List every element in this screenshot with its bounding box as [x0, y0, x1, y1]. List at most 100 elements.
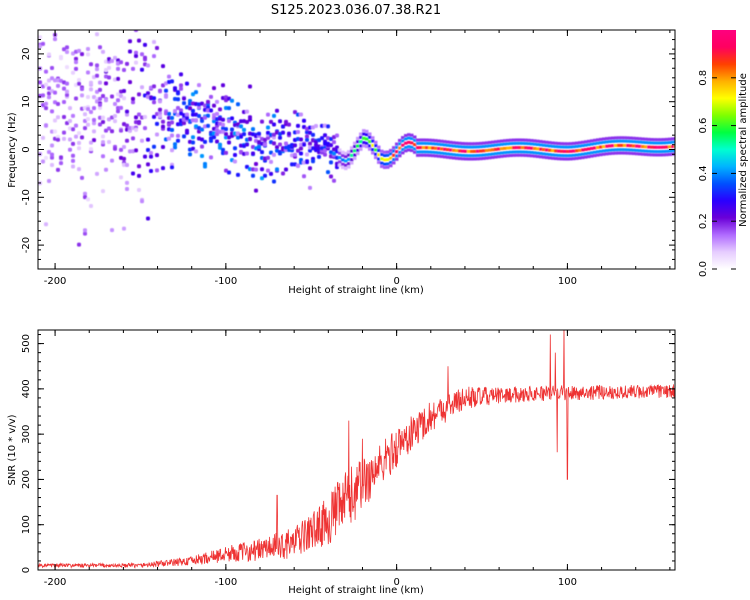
heatmap-cell	[224, 150, 228, 155]
heatmap-cell	[350, 161, 354, 165]
heatmap-cell	[323, 152, 327, 157]
heatmap-cell	[653, 138, 657, 142]
heatmap-cell	[53, 37, 57, 42]
heatmap-cell	[200, 137, 204, 142]
heatmap-cell	[671, 140, 675, 144]
heatmap-cell	[671, 145, 675, 149]
heatmap-cell	[653, 145, 657, 149]
heatmap-cell	[629, 151, 633, 155]
heatmap-cell	[455, 156, 459, 160]
heatmap-cell	[146, 91, 150, 96]
heatmap-cell	[383, 165, 387, 169]
heatmap-cell	[479, 141, 483, 145]
heatmap-cell	[188, 106, 192, 111]
heatmap-cell	[536, 151, 540, 155]
heatmap-cell	[371, 148, 375, 152]
heatmap-cell	[491, 143, 495, 147]
heatmap-cell	[512, 141, 516, 145]
heatmap-cell	[536, 143, 540, 147]
heatmap-cell	[485, 153, 489, 157]
heatmap-cell	[143, 154, 147, 159]
heatmap-cell	[224, 135, 228, 140]
heatmap-cell	[281, 171, 285, 176]
heatmap-cell	[482, 141, 486, 145]
heatmap-cell	[425, 138, 429, 142]
heatmap-cell	[305, 152, 309, 157]
heatmap-cell	[131, 66, 135, 71]
heatmap-cell	[248, 136, 252, 141]
heatmap-cell	[401, 148, 405, 152]
heatmap-cell	[443, 143, 447, 147]
heatmap-cell	[224, 132, 228, 137]
heatmap-cell	[116, 66, 120, 71]
heatmap-cell	[527, 142, 531, 146]
heatmap-cell	[80, 93, 84, 98]
heatmap-cell	[89, 140, 93, 145]
heatmap-cell	[662, 150, 666, 154]
heatmap-cell	[392, 153, 396, 157]
heatmap-cell	[365, 129, 369, 133]
heatmap-cell	[50, 109, 54, 114]
heatmap-cell	[260, 167, 264, 172]
heatmap-cell	[218, 142, 222, 147]
heatmap-cell	[491, 152, 495, 156]
heatmap-cell	[158, 107, 162, 112]
heatmap-cell	[146, 162, 150, 167]
heatmap-cell	[452, 148, 456, 152]
heatmap-cell	[347, 165, 351, 169]
heatmap-cell	[143, 42, 147, 47]
heatmap-cell	[356, 140, 360, 144]
heatmap-cell	[515, 138, 519, 142]
heatmap-cell	[98, 87, 102, 92]
heatmap-cell	[221, 147, 225, 152]
heatmap-cell	[44, 69, 48, 74]
heatmap-cell	[407, 136, 411, 140]
heatmap-cell	[548, 153, 552, 157]
heatmap-cell	[110, 228, 114, 233]
heatmap-cell	[149, 150, 153, 155]
heatmap-cell	[416, 141, 420, 145]
heatmap-cell	[80, 175, 84, 180]
heatmap-cell	[596, 145, 600, 149]
heatmap-cell	[86, 70, 90, 75]
heatmap-cell	[161, 119, 165, 124]
heatmap-cell	[338, 163, 342, 167]
heatmap-cell	[485, 144, 489, 148]
heatmap-cell	[458, 141, 462, 145]
heatmap-cell	[356, 144, 360, 148]
heatmap-cell	[671, 149, 675, 153]
heatmap-cell	[80, 86, 84, 91]
heatmap-cell	[500, 151, 504, 155]
heatmap-cell	[638, 144, 642, 148]
heatmap-cell	[500, 139, 504, 143]
heatmap-cell	[248, 84, 252, 89]
heatmap-cell	[77, 131, 81, 136]
heatmap-cell	[251, 151, 255, 156]
heatmap-cell	[425, 141, 429, 145]
heatmap-cell	[83, 112, 87, 117]
heatmap-cell	[608, 148, 612, 152]
heatmap-cell	[557, 153, 561, 157]
heatmap-cell	[656, 153, 660, 157]
heatmap-cell	[341, 166, 345, 170]
heatmap-cell	[296, 148, 300, 153]
heatmap-cell	[560, 149, 564, 153]
heatmap-cell	[650, 145, 654, 149]
heatmap-cell	[587, 155, 591, 159]
heatmap-cell	[305, 134, 309, 139]
heatmap-cell	[581, 140, 585, 144]
heatmap-cell	[401, 139, 405, 143]
heatmap-cell	[275, 108, 279, 113]
heatmap-cell	[344, 159, 348, 163]
heatmap-cell	[626, 139, 630, 143]
heatmap-cell	[155, 132, 159, 137]
heatmap-cell	[293, 130, 297, 135]
heatmap-cell	[497, 139, 501, 143]
heatmap-cell	[521, 150, 525, 154]
heatmap-cell	[533, 142, 537, 146]
heatmap-cell	[329, 174, 333, 179]
heatmap-cell	[380, 161, 384, 165]
heatmap-cell	[356, 136, 360, 140]
heatmap-cell	[446, 148, 450, 152]
